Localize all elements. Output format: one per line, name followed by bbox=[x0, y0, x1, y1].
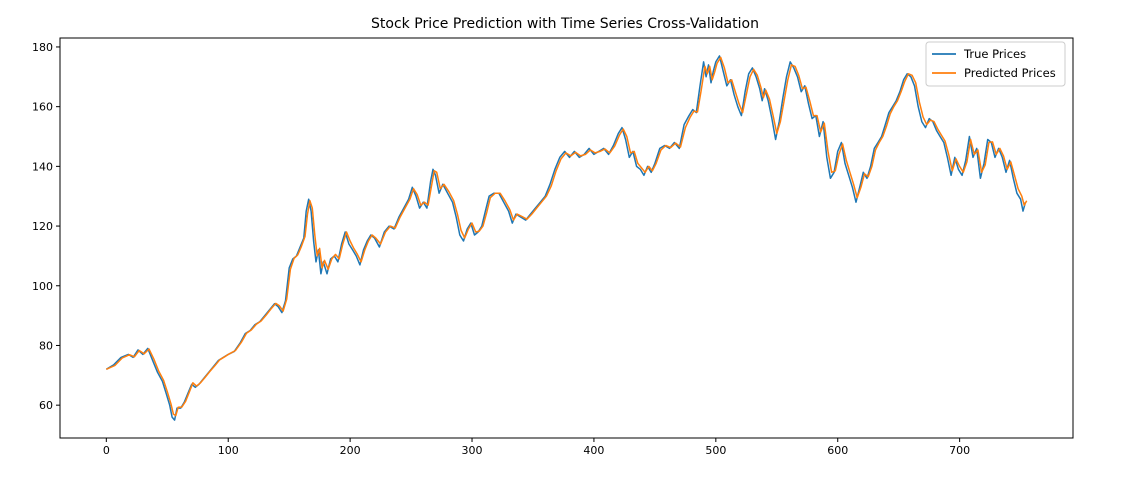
y-tick-label: 140 bbox=[32, 160, 53, 173]
series-layer bbox=[105, 55, 1028, 421]
x-tick-label: 0 bbox=[103, 444, 110, 457]
plot-area-frame bbox=[59, 37, 1074, 439]
x-tick-label: 600 bbox=[827, 444, 848, 457]
y-tick-label: 100 bbox=[32, 280, 53, 293]
x-tick-label: 500 bbox=[705, 444, 726, 457]
x-tick-label: 400 bbox=[583, 444, 604, 457]
series-line-predicted-prices bbox=[105, 56, 1028, 417]
y-tick-label: 60 bbox=[39, 399, 53, 412]
axes-layer: 0 100 200 300 400 500 600 700 60 80 100 120 140 160 18… bbox=[32, 41, 970, 457]
y-tick-label: 120 bbox=[32, 220, 53, 233]
y-tick-label: 80 bbox=[39, 339, 53, 352]
legend: True Prices Predicted Prices bbox=[925, 41, 1066, 87]
legend-label: Predicted Prices bbox=[964, 66, 1056, 80]
chart-title: Stock Price Prediction with Time Series … bbox=[371, 16, 759, 32]
y-tick-label: 180 bbox=[32, 41, 53, 54]
x-tick-label: 700 bbox=[949, 444, 970, 457]
legend-box bbox=[925, 41, 1066, 87]
x-tick-label: 200 bbox=[340, 444, 361, 457]
x-tick-label: 100 bbox=[218, 444, 239, 457]
x-tick-label: 300 bbox=[462, 444, 483, 457]
legend-label: True Prices bbox=[963, 47, 1026, 61]
y-tick-label: 160 bbox=[32, 101, 53, 114]
